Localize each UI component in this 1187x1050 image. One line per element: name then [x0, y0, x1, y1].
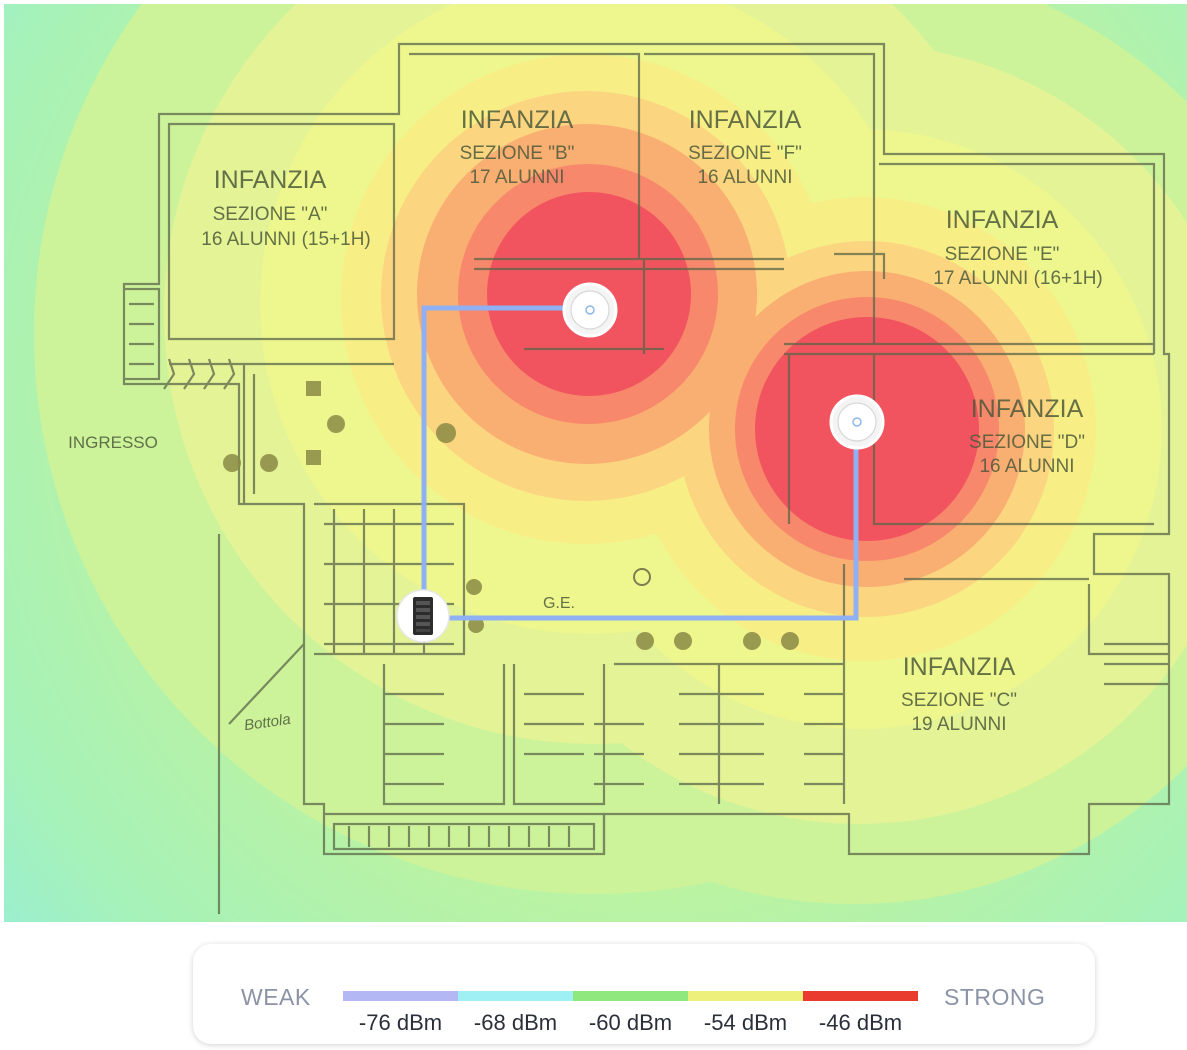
legend-level-label: -68 dBm — [473, 1010, 558, 1035]
legend-swatch-1 — [343, 991, 458, 1001]
room-b-section: SEZIONE "B" — [460, 143, 575, 164]
room-a-title: INFANZIA — [214, 166, 327, 194]
legend-level-label: -54 dBm — [703, 1010, 788, 1035]
access-point-b[interactable] — [562, 282, 618, 338]
cable-to-access-point-b — [421, 305, 590, 621]
legend-level-label: -46 dBm — [818, 1010, 903, 1035]
legend-swatch-3 — [573, 991, 688, 1001]
legend-strong-label: STRONG — [944, 984, 1046, 1010]
network-cables — [421, 305, 859, 621]
legend-weak-label: WEAK — [241, 984, 311, 1010]
room-d-students: 16 ALUNNI — [979, 456, 1074, 477]
floor-plan-svg: INFANZIA SEZIONE "A" 16 ALUNNI (15+1H) I… — [4, 4, 1187, 922]
room-c-title: INFANZIA — [903, 653, 1016, 681]
room-e-section: SEZIONE "E" — [945, 244, 1060, 265]
handwritten-note: Bottola — [243, 711, 292, 734]
legend-swatch-4 — [688, 991, 803, 1001]
heatmap-map: INFANZIA SEZIONE "A" 16 ALUNNI (15+1H) I… — [4, 4, 1187, 922]
legend-level-label: -60 dBm — [588, 1010, 673, 1035]
legend-tick-labels: -76 dBm -68 dBm -60 dBm -54 dBm -46 dBm — [343, 1010, 918, 1036]
room-c-section: SEZIONE "C" — [901, 690, 1017, 711]
room-b-title: INFANZIA — [461, 106, 574, 134]
room-f-title: INFANZIA — [689, 106, 802, 134]
room-d-section: SEZIONE "D" — [969, 432, 1085, 453]
legend-color-scale — [343, 991, 918, 1001]
switch[interactable] — [396, 589, 450, 643]
plan-markers — [223, 381, 799, 650]
room-labels: INFANZIA SEZIONE "A" 16 ALUNNI (15+1H) I… — [68, 106, 1103, 735]
network-switch-icon — [396, 589, 450, 643]
signal-legend: WEAK -76 dBm -68 dBm -60 dBm -54 dBm -46… — [193, 944, 1095, 1044]
legend-swatch-2 — [458, 991, 573, 1001]
room-a-section: SEZIONE "A" — [213, 204, 328, 225]
room-a-students: 16 ALUNNI (15+1H) — [201, 229, 371, 250]
room-f-students: 16 ALUNNI — [697, 167, 792, 188]
entrance-label: INGRESSO — [68, 433, 158, 452]
room-e-title: INFANZIA — [946, 206, 1059, 234]
legend-level-label: -76 dBm — [358, 1010, 443, 1035]
room-b-students: 17 ALUNNI — [469, 167, 564, 188]
access-point-icon — [562, 282, 618, 338]
room-e-students: 17 ALUNNI (16+1H) — [933, 268, 1103, 289]
room-f-section: SEZIONE "F" — [688, 143, 802, 164]
access-point-icon — [829, 394, 885, 450]
cable-to-access-point-d — [424, 420, 859, 621]
legend-swatch-5 — [803, 991, 918, 1001]
room-c-students: 19 ALUNNI — [911, 714, 1006, 735]
heatmap-layer — [4, 4, 1187, 922]
access-point-d[interactable] — [829, 394, 885, 450]
room-d-title: INFANZIA — [971, 395, 1084, 423]
stair-note: G.E. — [543, 595, 575, 612]
